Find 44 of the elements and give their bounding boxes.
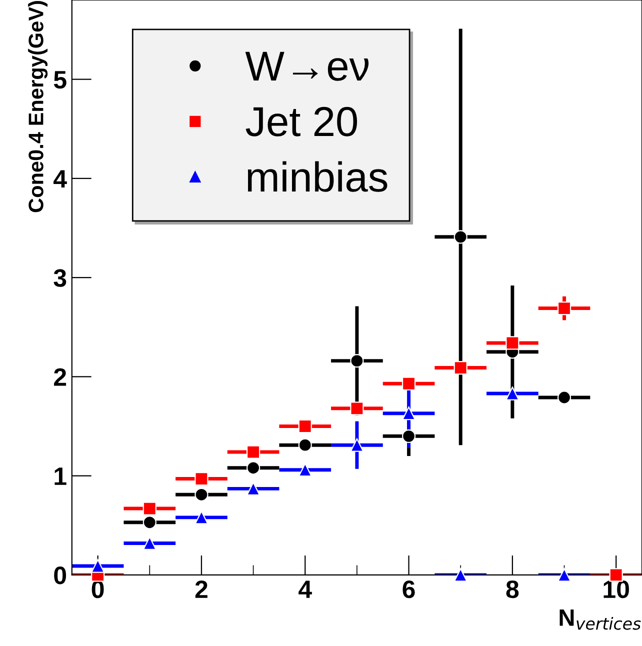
point [298,438,312,452]
point [454,568,468,582]
point [454,230,468,244]
y-tick-label: 5 [54,71,66,89]
point [350,354,364,368]
point [454,360,468,375]
y-axis-title: Cone0.4 Energy(GeV) [28,1,48,212]
point [557,301,572,316]
point [194,510,208,524]
x-axis-title: N$_{vertices}$ [560,609,641,630]
point [506,386,520,400]
legend-label: W→eν [245,52,369,81]
point [246,461,260,475]
point [402,429,416,443]
point [142,536,156,550]
x-tick-label: 10 [604,580,629,598]
point [350,438,364,452]
point [91,559,105,573]
point [298,463,312,477]
legend-label: Jet 20 [246,106,358,136]
point [557,390,572,404]
x-tick-label: 6 [402,580,415,598]
point [506,336,520,350]
point [194,488,208,502]
point [402,406,416,420]
x-tick-label: 4 [298,580,312,598]
point [246,482,260,496]
point [142,502,156,516]
x-tick-label: 8 [506,580,519,598]
point [402,376,416,390]
x-tick-label: 2 [195,580,208,598]
y-tick-label: 2 [54,368,66,386]
point [298,419,312,434]
y-tick-label: 4 [54,170,67,188]
y-tick-label: 3 [54,269,66,287]
x-tick-label: 0 [92,580,104,598]
point [557,568,572,582]
legend-label: minbias [248,161,388,192]
y-tick-label: 0 [54,566,66,584]
point [350,402,364,416]
y-tick-label: 1 [54,468,66,485]
point [246,445,260,459]
point [142,516,156,530]
point [194,472,208,486]
